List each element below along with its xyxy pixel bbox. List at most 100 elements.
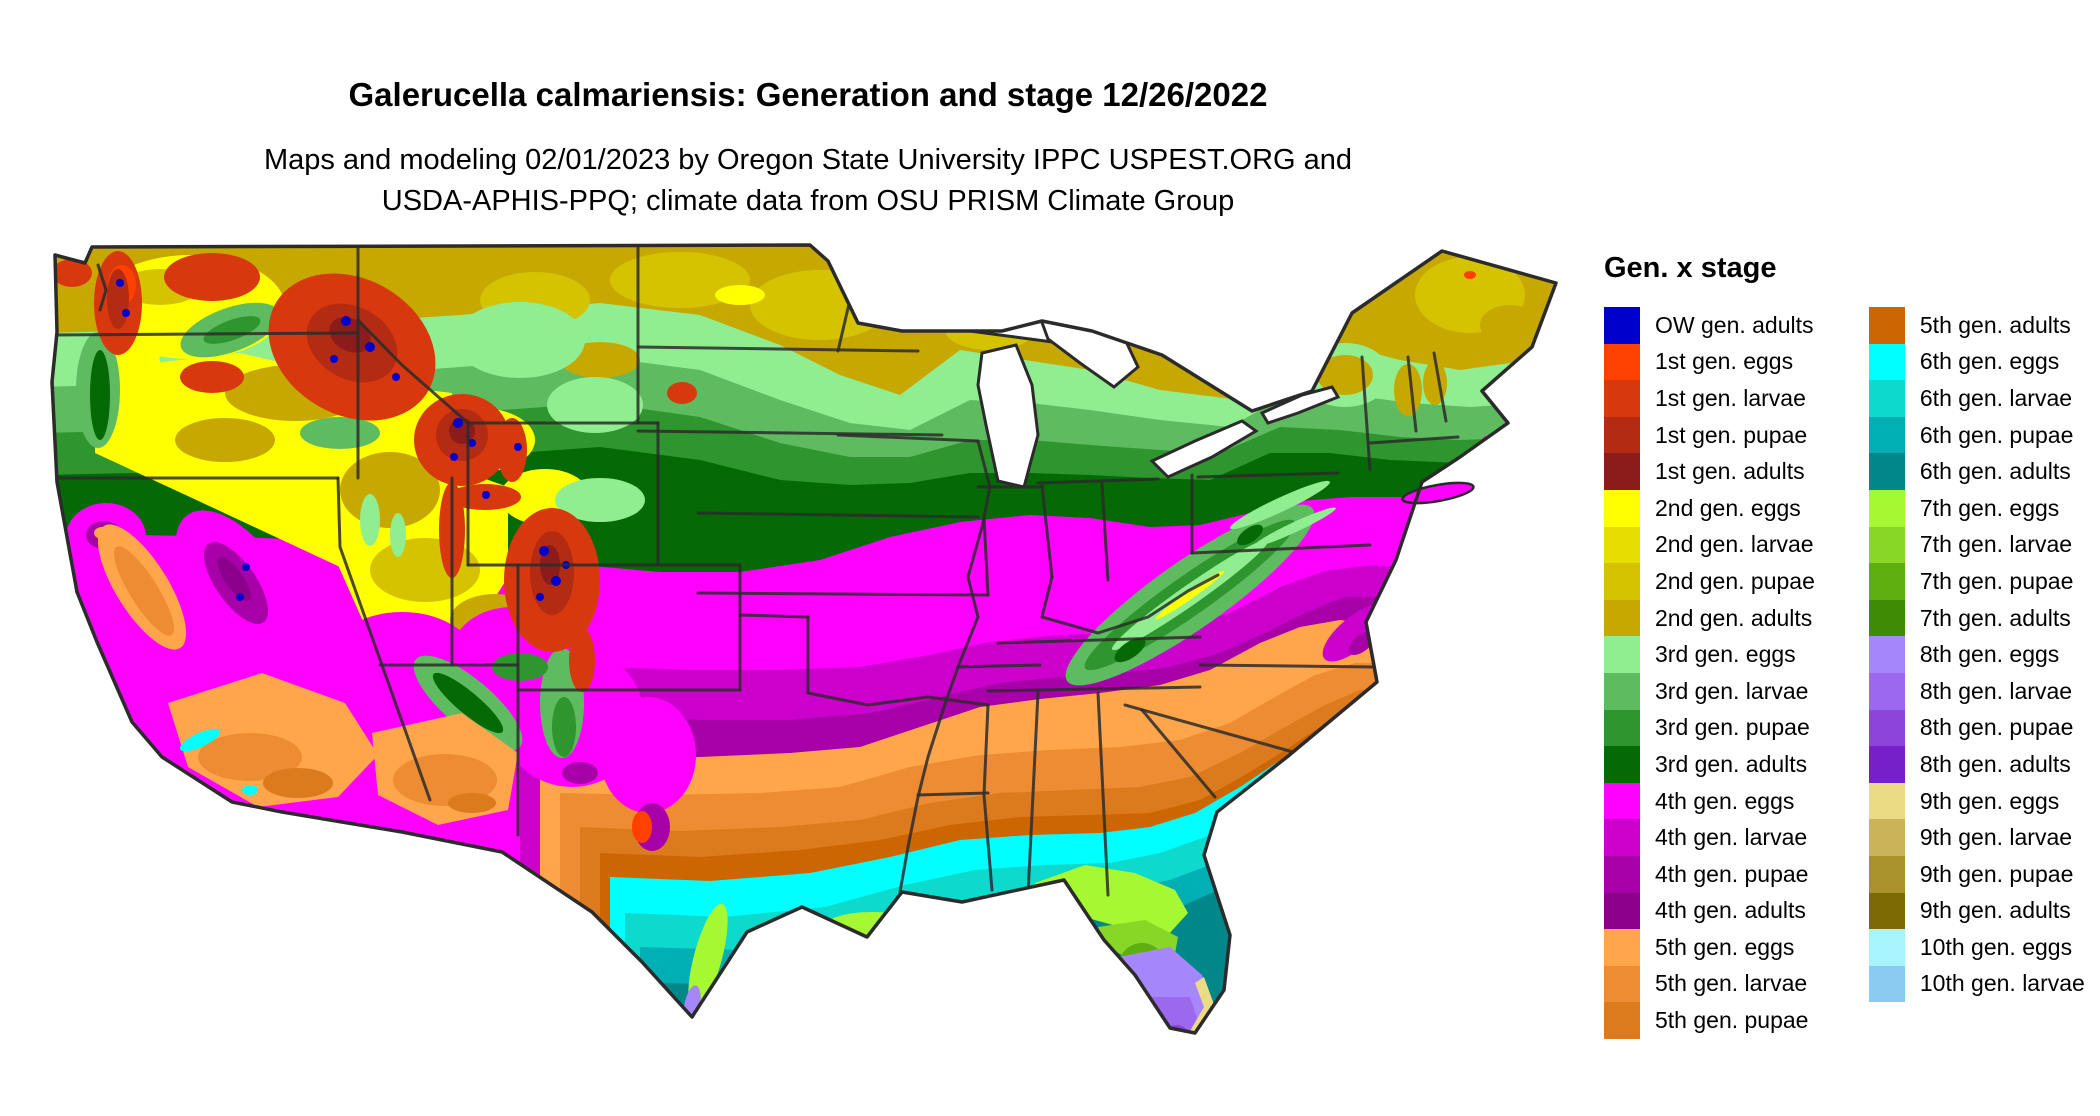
legend-label: 7th gen. eggs <box>1919 494 2060 521</box>
legend-swatch-g2_larvae <box>1604 526 1640 564</box>
legend-swatch-g7_pupae <box>1868 563 1905 600</box>
legend-swatch-g6_adults <box>1868 453 1905 490</box>
legend-entry-g6_eggs: 6th gen. eggs <box>1868 343 2085 381</box>
subtitle-line-1: Maps and modeling 02/01/2023 by Oregon S… <box>263 144 1353 176</box>
legend-entry-g2_larvae: 2nd gen. larvae <box>1604 526 1815 564</box>
legend-entry-g1_larvae: 1st gen. larvae <box>1604 380 1815 417</box>
legend-swatch-g1_larvae <box>1604 380 1640 417</box>
ow-adult-peaks <box>116 279 570 601</box>
legend-entry-g6_pupae: 6th gen. pupae <box>1868 416 2085 454</box>
legend-swatch-g7_adults <box>1868 599 1905 637</box>
legend-label: 8th gen. adults <box>1919 750 2071 777</box>
legend-column-2: 5th gen. adults 6th gen. eggs 6th gen. lar… <box>1868 307 2085 1003</box>
legend-swatch-g3_pupae <box>1604 709 1640 747</box>
legend-entry-g1_pupae: 1st gen. pupae <box>1604 416 1815 454</box>
page-subtitle: Maps and modeling 02/01/2023 by Oregon S… <box>38 140 1578 222</box>
legend-swatch-g1_adults <box>1604 453 1640 490</box>
legend-entry-g6_larvae: 6th gen. larvae <box>1868 380 2085 417</box>
legend-entry-g8_pupae: 8th gen. pupae <box>1868 709 2085 747</box>
legend-swatch-g9_pupae <box>1868 855 1905 893</box>
legend-entry-g10_eggs: 10th gen. eggs <box>1868 929 2085 966</box>
legend-swatch-ow_adults <box>1604 307 1640 344</box>
lake-erie <box>1149 419 1259 479</box>
legend-swatch-g1_pupae <box>1604 416 1640 454</box>
legend-label: 8th gen. eggs <box>1919 641 2060 668</box>
legend-label: 6th gen. eggs <box>1919 348 2060 375</box>
legend-label: 7th gen. adults <box>1919 604 2071 631</box>
legend-label: 6th gen. pupae <box>1919 421 2074 448</box>
legend-swatch-g8_pupae <box>1868 709 1905 747</box>
legend-entry-g5_larvae: 5th gen. larvae <box>1604 965 1815 1003</box>
legend-label: 6th gen. adults <box>1919 458 2071 485</box>
legend-swatch-g2_eggs <box>1604 489 1640 527</box>
legend-entry-ow_adults: OW gen. adults <box>1604 307 1815 344</box>
legend-entry-g2_adults: 2nd gen. adults <box>1604 599 1815 637</box>
legend-entry-g5_eggs: 5th gen. eggs <box>1604 929 1815 966</box>
legend-swatch-g3_larvae <box>1604 672 1640 710</box>
legend-entry-g7_eggs: 7th gen. eggs <box>1868 489 2085 527</box>
legend-label: 5th gen. adults <box>1919 311 2071 338</box>
legend-label: 4th gen. adults <box>1655 897 1806 924</box>
legend-label: 7th gen. pupae <box>1919 567 2074 594</box>
legend-label: 2nd gen. larvae <box>1655 531 1814 558</box>
legend-label: 3rd gen. pupae <box>1655 714 1810 741</box>
legend-entry-g8_adults: 8th gen. adults <box>1868 746 2085 783</box>
legend-entry-g10_larvae: 10th gen. larvae <box>1868 965 2085 1003</box>
legend-label: 2nd gen. adults <box>1655 604 1813 631</box>
legend-label: 4th gen. eggs <box>1655 787 1795 814</box>
legend-label: 8th gen. larvae <box>1919 677 2073 704</box>
legend-label: 5th gen. pupae <box>1655 1007 1809 1034</box>
legend-label: 1st gen. adults <box>1655 458 1805 485</box>
legend-swatch-g6_pupae <box>1868 416 1905 454</box>
legend-swatch-g4_pupae <box>1604 855 1640 893</box>
legend-label: 10th gen. larvae <box>1919 970 2085 997</box>
subtitle-line-2: USDA-APHIS-PPQ; climate data from OSU PR… <box>381 185 1235 217</box>
legend-entry-g3_larvae: 3rd gen. larvae <box>1604 672 1815 710</box>
legend-entry-g7_pupae: 7th gen. pupae <box>1868 563 2085 600</box>
legend-swatch-g8_eggs <box>1868 636 1905 673</box>
legend-label: 3rd gen. larvae <box>1655 677 1809 704</box>
legend-swatch-g9_adults <box>1868 892 1905 930</box>
legend-entry-g1_eggs: 1st gen. eggs <box>1604 343 1815 381</box>
legend-swatch-g8_larvae <box>1868 672 1905 710</box>
legend-label: 9th gen. larvae <box>1919 824 2073 851</box>
legend-swatch-g4_eggs <box>1604 782 1640 820</box>
legend-entry-g4_eggs: 4th gen. eggs <box>1604 782 1815 820</box>
legend-entry-g3_pupae: 3rd gen. pupae <box>1604 709 1815 747</box>
legend-label: 3rd gen. eggs <box>1655 641 1796 668</box>
us-outline <box>50 243 1558 1035</box>
legend-swatch-g5_eggs <box>1604 929 1640 966</box>
legend-swatch-g2_adults <box>1604 599 1640 637</box>
legend-label: 2nd gen. eggs <box>1655 494 1801 521</box>
legend-swatch-g10_larvae <box>1868 965 1905 1003</box>
legend-label: 1st gen. pupae <box>1655 421 1808 448</box>
legend-swatch-g2_pupae <box>1604 563 1640 600</box>
legend-entry-g5_adults: 5th gen. adults <box>1868 307 2085 344</box>
legend-label: 5th gen. larvae <box>1655 970 1808 997</box>
legend-column-1: OW gen. adults 1st gen. eggs 1st gen. larv… <box>1604 307 1815 1039</box>
legend-entry-g9_larvae: 9th gen. larvae <box>1868 819 2085 856</box>
legend-entry-g8_larvae: 8th gen. larvae <box>1868 672 2085 710</box>
legend-label: 3rd gen. adults <box>1655 750 1808 777</box>
legend-swatch-g5_larvae <box>1604 965 1640 1003</box>
legend: Gen. x stage OW gen. adults 1st gen. eggs… <box>1604 252 2085 1039</box>
legend-label: 9th gen. pupae <box>1919 860 2074 887</box>
legend-label: 9th gen. eggs <box>1919 787 2060 814</box>
legend-entry-g1_adults: 1st gen. adults <box>1604 453 1815 490</box>
legend-swatch-g8_adults <box>1868 746 1905 783</box>
legend-label: OW gen. adults <box>1655 311 1814 338</box>
legend-entry-g3_eggs: 3rd gen. eggs <box>1604 636 1815 673</box>
legend-entry-g4_larvae: 4th gen. larvae <box>1604 819 1815 856</box>
legend-swatch-g10_eggs <box>1868 929 1905 966</box>
legend-swatch-g9_eggs <box>1868 782 1905 820</box>
legend-entry-g7_larvae: 7th gen. larvae <box>1868 526 2085 564</box>
legend-columns: OW gen. adults 1st gen. eggs 1st gen. larv… <box>1604 307 2085 1039</box>
legend-entry-g8_eggs: 8th gen. eggs <box>1868 636 2085 673</box>
legend-swatch-g7_eggs <box>1868 489 1905 527</box>
legend-entry-g2_pupae: 2nd gen. pupae <box>1604 563 1815 600</box>
legend-entry-g5_pupae: 5th gen. pupae <box>1604 1002 1815 1039</box>
legend-label: 1st gen. eggs <box>1655 348 1794 375</box>
legend-label: 1st gen. larvae <box>1655 384 1806 411</box>
legend-swatch-g1_eggs <box>1604 343 1640 381</box>
